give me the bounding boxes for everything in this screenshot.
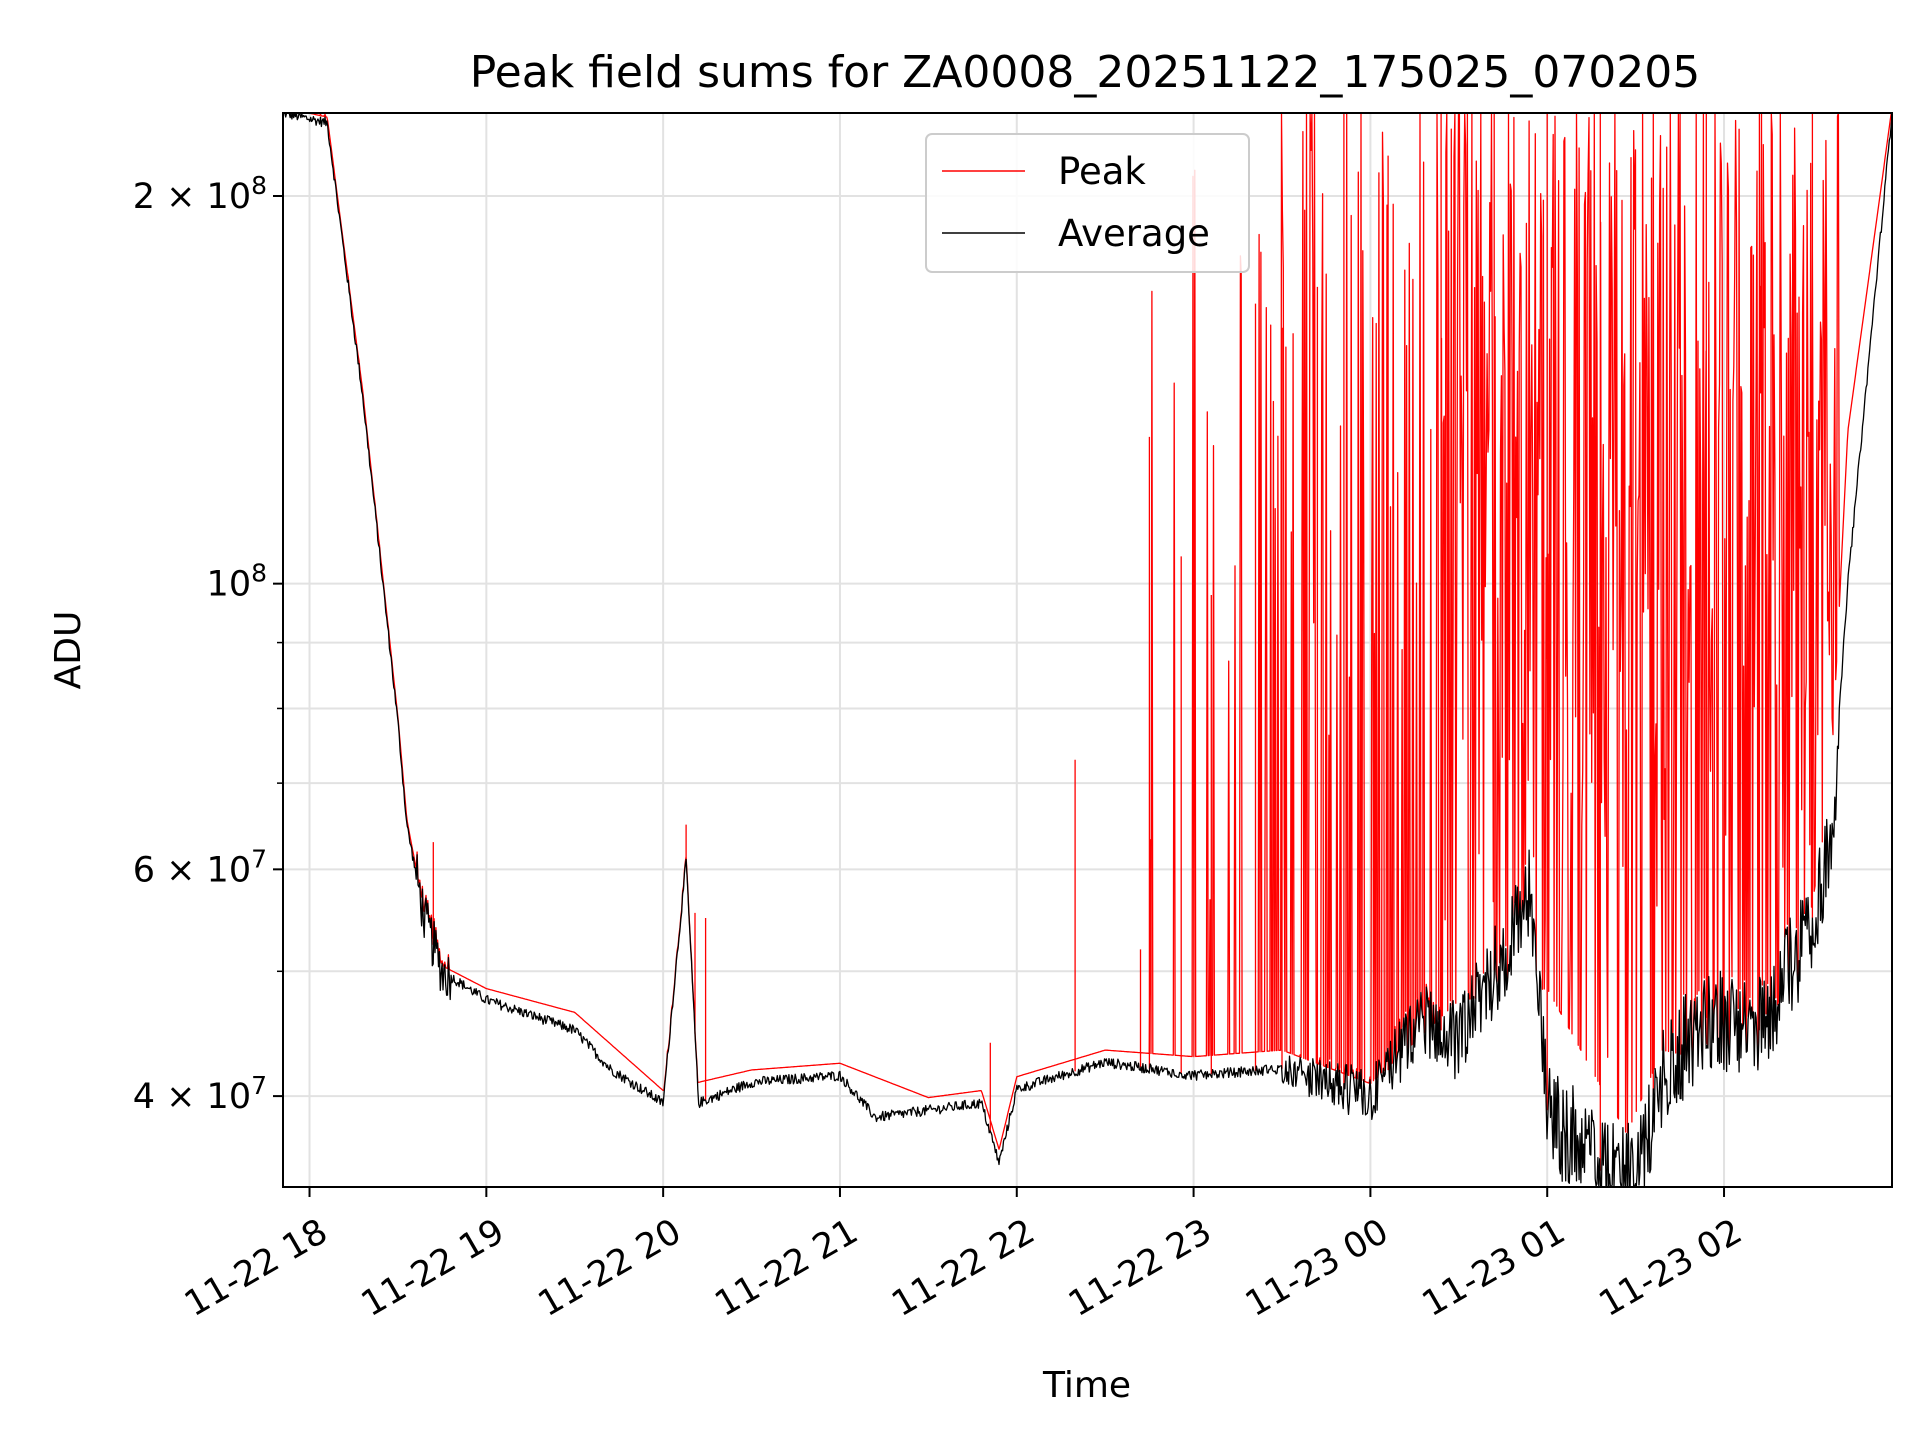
series-line-average xyxy=(283,113,1892,1187)
plot-frame xyxy=(282,112,1893,1188)
series-line-peak xyxy=(283,113,1892,1171)
y-axis-label: ADU xyxy=(48,611,89,690)
y-tick-label-1: 6 × 107 xyxy=(133,844,267,890)
y-tick-label-0: 4 × 107 xyxy=(133,1071,267,1117)
y-tick-label-2: 108 xyxy=(207,559,267,605)
series-layer xyxy=(283,113,1892,1187)
chart-title: Peak field sums for ZA0008_20251122_1750… xyxy=(470,47,1701,98)
legend-box xyxy=(925,133,1250,273)
x-axis-label: Time xyxy=(1042,1365,1131,1406)
legend: Peak Average xyxy=(925,133,1250,273)
legend-label-average: Average xyxy=(1058,212,1210,255)
y-tick-label-3: 2 × 108 xyxy=(133,171,267,217)
legend-label-peak: Peak xyxy=(1058,150,1146,193)
